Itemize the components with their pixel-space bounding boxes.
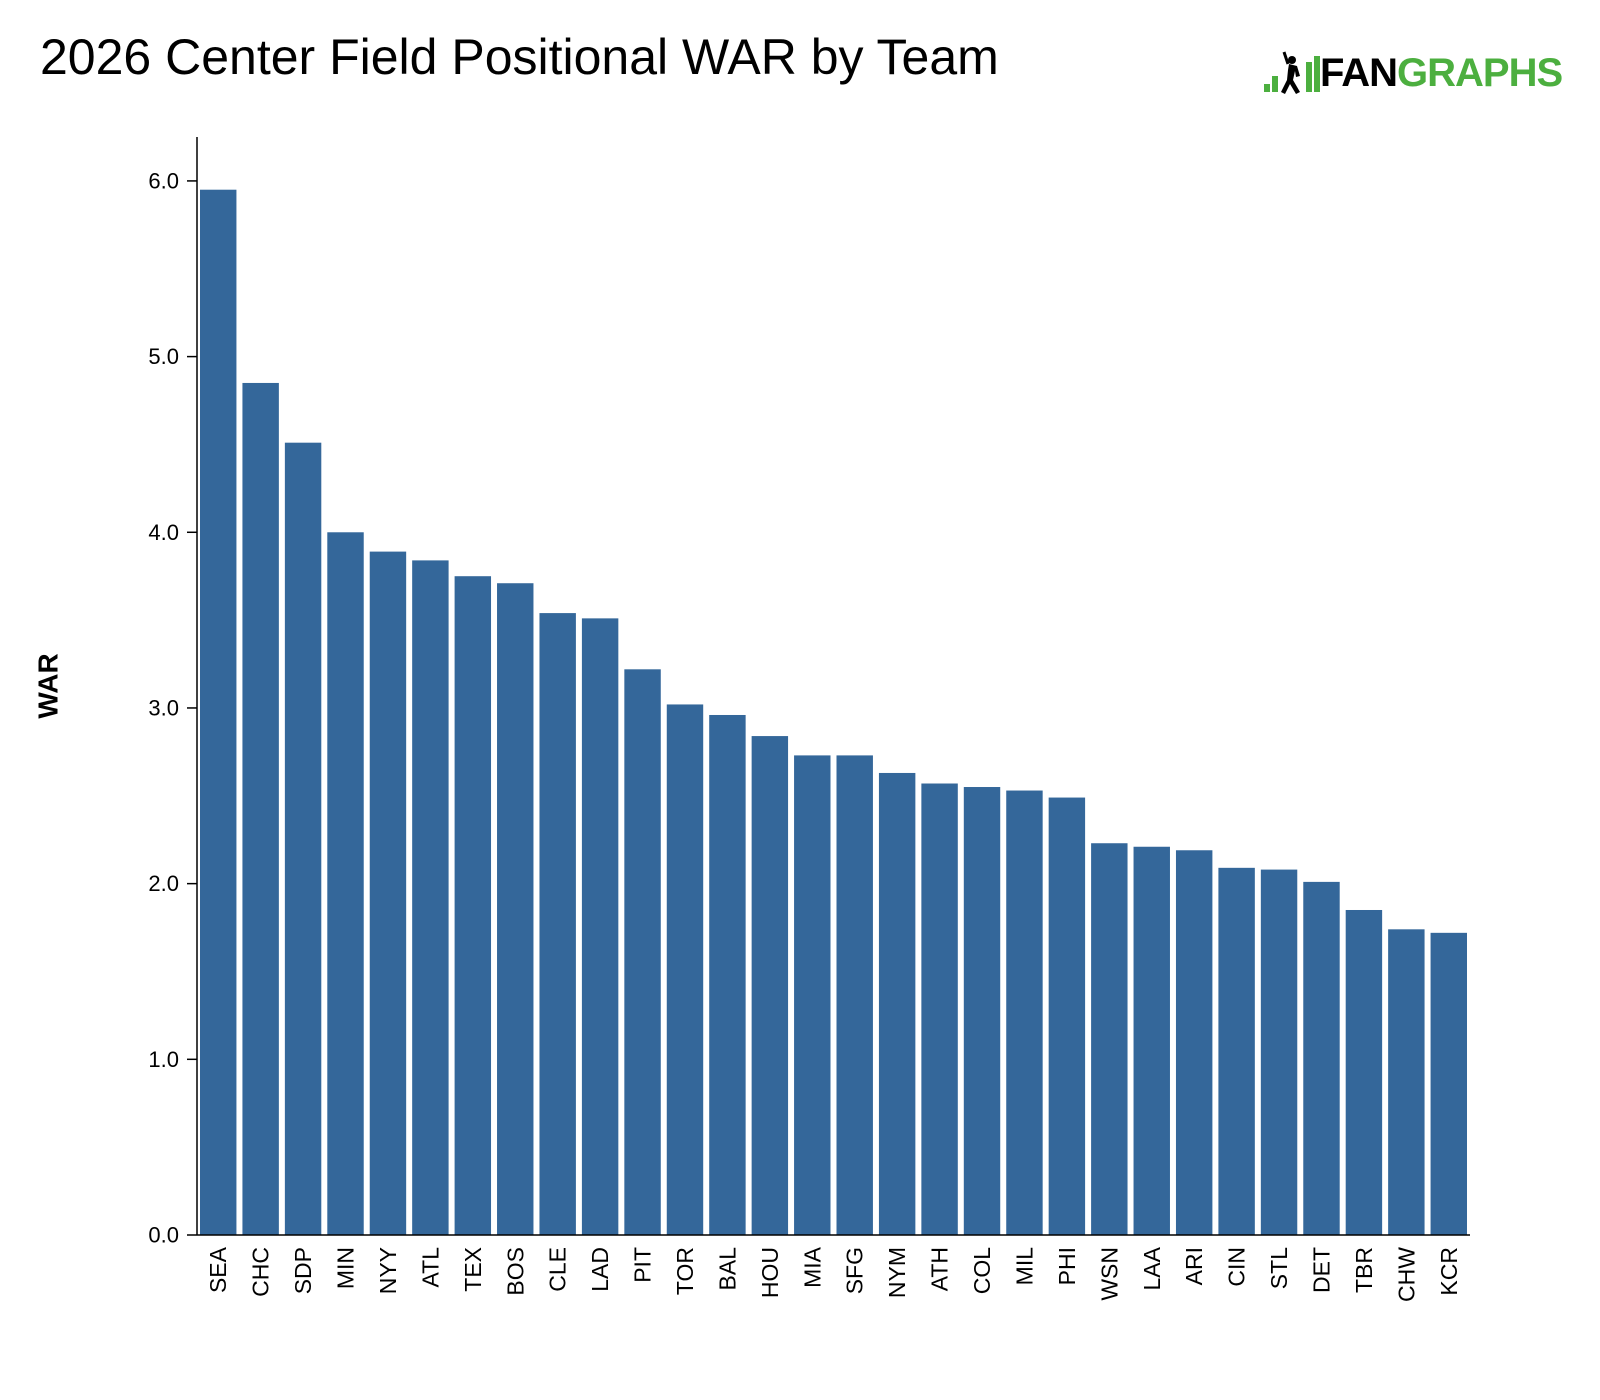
bar-cin	[1218, 867, 1255, 1235]
y-tick-label: 6.0	[148, 168, 179, 193]
x-tick-label-nym: NYM	[884, 1247, 910, 1298]
x-tick-label-hou: HOU	[757, 1247, 783, 1298]
bar-stl	[1260, 869, 1298, 1235]
x-axis: SEA CHC SDP MIN NYY ATL TEX BOS CLE LAD PIT TOR BAL H…	[197, 1234, 1470, 1302]
x-tick-label-sfg: SFG	[842, 1247, 868, 1294]
x-tick-label-chw: CHW	[1393, 1247, 1419, 1302]
x-tick-label-tbr: TBR	[1351, 1247, 1377, 1293]
x-tick-label-det: DET	[1308, 1247, 1334, 1293]
bar-min	[327, 532, 364, 1235]
x-tick-label-wsn: WSN	[1096, 1247, 1122, 1301]
x-tick-label-phi: PHI	[1054, 1247, 1080, 1285]
bar-ari	[1175, 850, 1213, 1235]
x-tick-label-bos: BOS	[502, 1247, 528, 1296]
bar-chc	[242, 382, 279, 1235]
x-tick-label-mia: MIA	[799, 1246, 825, 1288]
bar-sdp	[284, 442, 322, 1235]
bar-chw	[1388, 929, 1425, 1235]
y-tick-label: 1.0	[148, 1047, 179, 1072]
bar-cle	[539, 613, 576, 1235]
bar-pit	[624, 669, 661, 1235]
x-tick-label-sea: SEA	[205, 1246, 231, 1293]
bar-tor	[666, 704, 704, 1235]
x-tick-label-cin: CIN	[1224, 1247, 1250, 1287]
x-tick-label-kcr: KCR	[1436, 1247, 1462, 1296]
logo-text-fan: FAN	[1320, 51, 1398, 95]
logo-text-graphs: GRAPHS	[1397, 51, 1563, 95]
x-tick-label-bal: BAL	[714, 1247, 740, 1291]
y-tick-label: 4.0	[148, 520, 179, 545]
bar-sfg	[836, 755, 873, 1235]
bar-col	[963, 787, 1001, 1235]
x-tick-label-mil: MIL	[1011, 1247, 1037, 1286]
y-tick-label: 2.0	[148, 871, 179, 896]
bars-group	[200, 189, 1467, 1236]
x-tick-label-sdp: SDP	[290, 1247, 316, 1294]
x-tick-label-tor: TOR	[672, 1247, 698, 1295]
bar-hou	[751, 736, 789, 1235]
fangraphs-batter-icon	[1264, 51, 1320, 94]
x-tick-label-min: MIN	[333, 1247, 359, 1289]
bar-bal	[709, 714, 746, 1235]
bar-ath	[921, 783, 958, 1235]
x-tick-label-stl: STL	[1266, 1247, 1292, 1289]
bar-nyy	[369, 551, 407, 1235]
bar-wsn	[1091, 843, 1128, 1235]
bar-mia	[794, 755, 831, 1235]
bar-det	[1303, 881, 1340, 1235]
bar-sea	[200, 189, 237, 1236]
bar-mil	[1006, 790, 1043, 1235]
bar-tbr	[1345, 909, 1383, 1235]
y-axis-label: WAR	[33, 653, 64, 718]
bar-tex	[454, 576, 492, 1235]
bar-kcr	[1430, 932, 1467, 1235]
x-tick-label-nyy: NYY	[375, 1247, 401, 1294]
x-tick-label-col: COL	[969, 1247, 995, 1295]
x-tick-label-laa: LAA	[1139, 1246, 1165, 1290]
chart-title: 2026 Center Field Positional WAR by Team	[40, 29, 999, 85]
x-tick-label-atl: ATL	[417, 1247, 443, 1288]
x-tick-label-ath: ATH	[927, 1247, 953, 1291]
x-tick-label-pit: PIT	[630, 1247, 656, 1283]
bar-atl	[412, 560, 449, 1235]
x-tick-label-ari: ARI	[1181, 1247, 1207, 1285]
x-tick-label-lad: LAD	[587, 1247, 613, 1292]
bar-bos	[497, 583, 534, 1235]
y-axis: 0.0 1.0 2.0 3.0 4.0 5.0 6.0	[148, 137, 198, 1248]
x-tick-label-chc: CHC	[248, 1247, 274, 1297]
y-tick-label: 5.0	[148, 344, 179, 369]
y-tick-label: 3.0	[148, 695, 179, 720]
bar-phi	[1048, 797, 1086, 1235]
y-tick-label: 0.0	[148, 1223, 179, 1248]
bar-laa	[1133, 846, 1170, 1235]
x-tick-label-cle: CLE	[545, 1247, 571, 1292]
x-tick-label-tex: TEX	[460, 1247, 486, 1292]
bar-lad	[581, 618, 619, 1235]
fangraphs-logo: FANGRAPHS	[1262, 48, 1563, 98]
bar-nym	[878, 772, 916, 1235]
